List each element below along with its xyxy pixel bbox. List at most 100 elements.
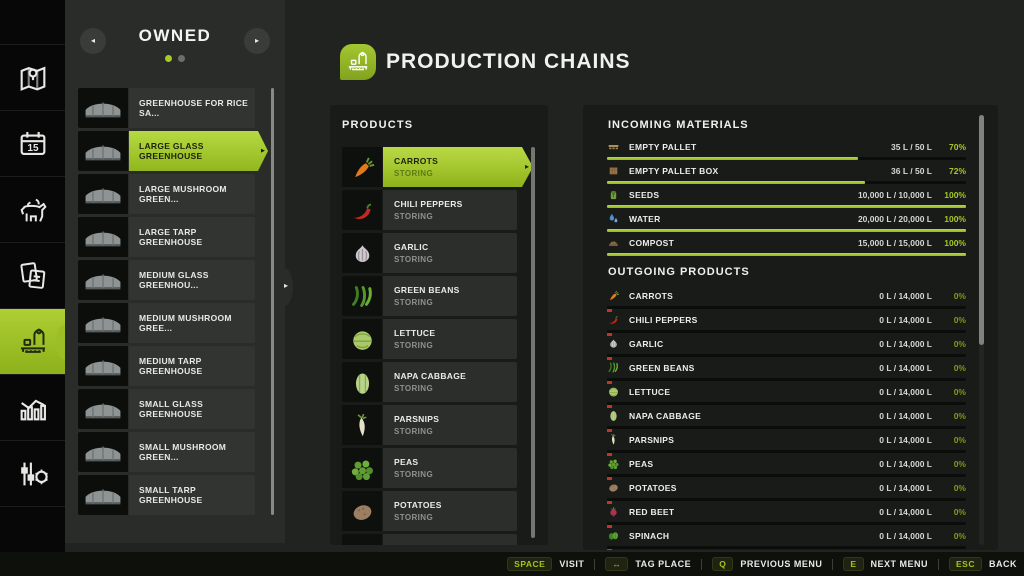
keycap[interactable]: SPACE (507, 557, 553, 571)
material-label: EMPTY PALLET BOX (629, 165, 719, 176)
material-row: CARROTS 0 L / 14,000 L 0% (607, 285, 966, 312)
details-scrollbar-thumb[interactable] (979, 115, 984, 345)
material-fill-value: 36 L / 50 L (891, 165, 932, 176)
keycap[interactable]: ESC (949, 557, 982, 571)
owned-item-label: GREENHOUSE FOR RICE SA... (129, 88, 255, 128)
product-thumbnail (342, 405, 382, 445)
product-label: PARSNIPS STORING (383, 405, 517, 445)
carrot-icon (607, 289, 620, 302)
greenhouse-icon (81, 308, 125, 338)
keycap[interactable]: E (843, 557, 864, 571)
product-item[interactable]: NAPA CABBAGE STORING (342, 362, 517, 402)
product-item[interactable]: POTATOES STORING (342, 491, 517, 531)
sidebar-item-map[interactable] (0, 45, 65, 111)
product-item[interactable]: CHILI PEPPERS STORING (342, 190, 517, 230)
owned-next-page-button[interactable]: ▸ (244, 28, 270, 54)
material-fill-value: 0 L / 14,000 L (879, 386, 932, 397)
owned-item[interactable]: LARGE MUSHROOM GREEN... (78, 174, 255, 214)
owned-scrollbar[interactable] (271, 88, 274, 515)
owned-item[interactable]: MEDIUM MUSHROOM GREE... (78, 303, 255, 343)
owned-item[interactable]: LARGE TARP GREENHOUSE (78, 217, 255, 257)
map-icon (16, 61, 50, 95)
product-item-partial[interactable] (342, 534, 517, 545)
owned-item[interactable]: LARGE GLASS GREENHOUSE (78, 131, 255, 171)
lettuce-icon (349, 326, 376, 353)
owned-item[interactable]: SMALL TARP GREENHOUSE (78, 475, 255, 515)
red-beet-icon (607, 505, 620, 518)
product-status: STORING (394, 470, 434, 479)
material-fill-percent: 0% (953, 410, 966, 421)
pagination-dot[interactable] (178, 55, 185, 62)
owned-item[interactable]: SMALL MUSHROOM GREEN... (78, 432, 255, 472)
material-fill-value: 0 L / 14,000 L (879, 434, 932, 445)
product-name: CHILI PEPPERS (394, 199, 463, 209)
product-status: STORING (394, 255, 434, 264)
control-hint[interactable]: ESC BACK (949, 557, 1017, 571)
control-hint[interactable]: E NEXT MENU (843, 557, 928, 571)
products-scrollbar[interactable] (531, 147, 535, 538)
greenhouse-thumbnail (78, 88, 128, 128)
product-item[interactable]: PARSNIPS STORING (342, 405, 517, 445)
material-progress-bar (607, 181, 966, 184)
control-hint[interactable]: ↔ TAG PLACE (605, 557, 691, 571)
owned-prev-page-button[interactable]: ◂ (80, 28, 106, 54)
material-progress-bar (607, 498, 966, 504)
greenhouse-thumbnail (78, 432, 128, 472)
pagination-dot[interactable] (165, 55, 172, 62)
material-progress-bar (607, 253, 966, 256)
material-progress-fill (607, 157, 859, 160)
product-status: STORING (394, 427, 434, 436)
product-item[interactable]: CARROTS STORING (342, 147, 517, 187)
owned-item[interactable]: MEDIUM GLASS GREENHOU... (78, 260, 255, 300)
control-divider (594, 558, 596, 570)
product-thumbnail (342, 276, 382, 316)
keycap[interactable]: ↔ (605, 557, 629, 571)
material-progress-bar (607, 522, 966, 528)
material-row: LETTUCE 0 L / 14,000 L 0% (607, 381, 966, 408)
material-row: SEEDS 10,000 L / 10,000 L 100% (607, 184, 966, 208)
owned-item[interactable]: MEDIUM TARP GREENHOUSE (78, 346, 255, 386)
product-item[interactable]: PEAS STORING (342, 448, 517, 488)
product-label: CHILI PEPPERS STORING (383, 190, 517, 230)
material-progress-fill (607, 205, 966, 208)
sidebar-item-contracts[interactable] (0, 243, 65, 309)
material-row: GARLIC 0 L / 14,000 L 0% (607, 333, 966, 360)
material-progress-bar (607, 546, 966, 550)
material-label: EMPTY PALLET (629, 141, 697, 152)
keycap[interactable]: Q (712, 557, 734, 571)
material-fill-value: 0 L / 14,000 L (879, 458, 932, 469)
material-fill-percent: 0% (953, 290, 966, 301)
material-label: PEAS (629, 458, 654, 469)
product-thumbnail (342, 491, 382, 531)
material-fill-percent: 0% (953, 338, 966, 349)
control-hint[interactable]: Q PREVIOUS MENU (712, 557, 822, 571)
napa-cabbage-icon (349, 369, 376, 396)
sidebar-item-settings[interactable] (0, 441, 65, 507)
details-scrollbar[interactable] (979, 115, 984, 545)
material-progress-bar (607, 378, 966, 384)
potato-icon (607, 481, 620, 494)
production-icon (16, 325, 50, 359)
product-item[interactable]: GREEN BEANS STORING (342, 276, 517, 316)
sidebar-item-production-chains[interactable] (0, 309, 65, 375)
greenhouse-icon (81, 222, 125, 252)
control-hint[interactable]: SPACE VISIT (507, 557, 584, 571)
napa-cabbage-icon (607, 409, 620, 422)
owned-item[interactable]: GREENHOUSE FOR RICE SA... (78, 88, 255, 128)
sidebar-item-statistics[interactable] (0, 375, 65, 441)
product-status: STORING (394, 513, 434, 522)
product-item[interactable]: LETTUCE STORING (342, 319, 517, 359)
product-label (383, 534, 517, 545)
sidebar-item-calendar[interactable]: 15 (0, 111, 65, 177)
product-item[interactable]: GARLIC STORING (342, 233, 517, 273)
panel-expand-arrow-icon[interactable]: ▸ (283, 281, 288, 290)
bottom-control-bar: SPACE VISIT ↔ TAG PLACE Q PREVIOUS MENU … (0, 552, 1024, 576)
owned-item[interactable]: SMALL GLASS GREENHOUSE (78, 389, 255, 429)
material-progress-bar (607, 330, 966, 336)
greenhouse-icon (81, 93, 125, 123)
pallet-icon (607, 140, 620, 153)
material-fill-percent: 0% (953, 530, 966, 541)
product-name: GREEN BEANS (394, 285, 460, 295)
material-progress-bar (607, 474, 966, 480)
sidebar-item-animals[interactable] (0, 177, 65, 243)
